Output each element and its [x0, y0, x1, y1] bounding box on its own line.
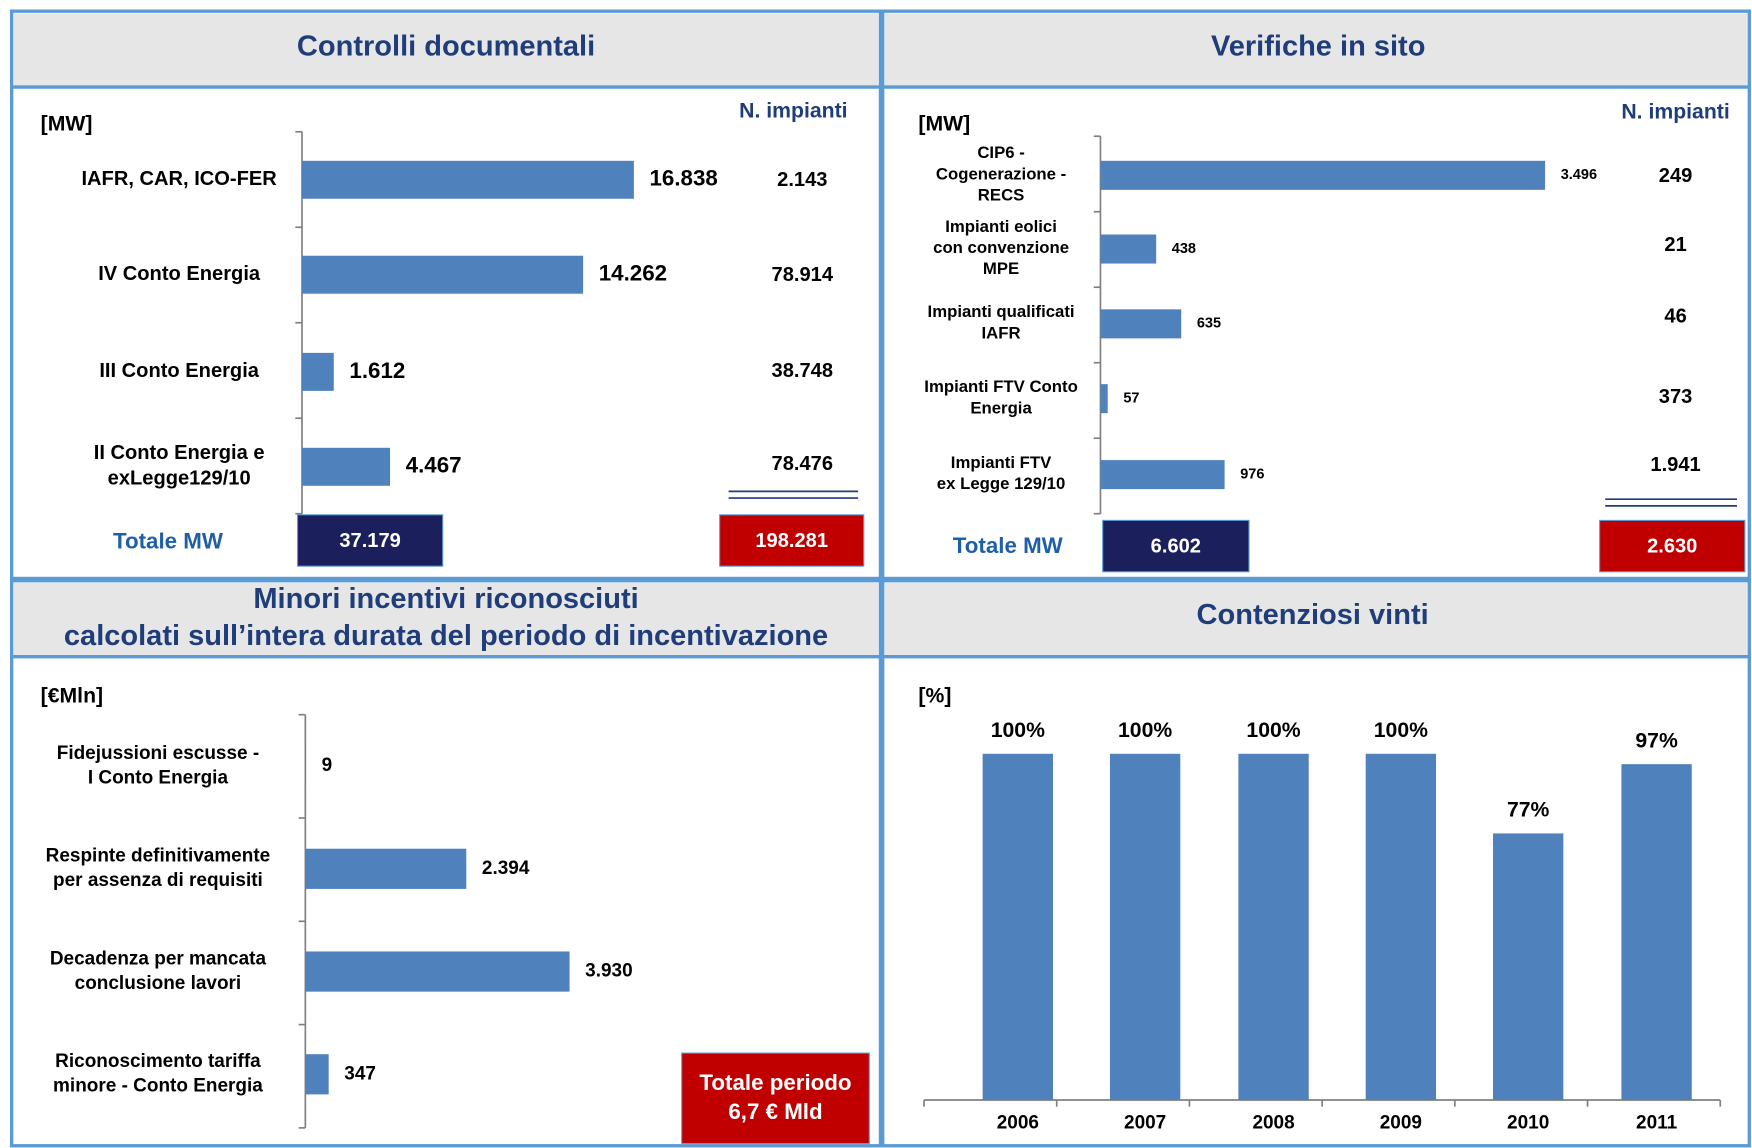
category-label: CIP6 -Cogenerazione -RECS [936, 144, 1066, 205]
value-label: 14.262 [599, 261, 667, 286]
panel-title: Minori incentivi riconosciuti calcolati s… [64, 583, 828, 652]
value-label: 57 [1123, 391, 1139, 407]
count-label: 21 [1664, 234, 1686, 256]
bar [1100, 309, 1182, 339]
category-label: Impianti FTV ex Legge 129/10 [937, 453, 1065, 493]
value-label: 100% [1118, 719, 1172, 742]
count-header: N. impianti [739, 99, 847, 122]
panel-header [884, 13, 1748, 88]
total-label: Totale MW [113, 529, 224, 554]
category-label: III Conto Energia [99, 360, 259, 382]
bar [305, 745, 306, 787]
category-label: Impianti qualificati IAFR [928, 303, 1075, 343]
annotation: Totale periodo 6,7 € Mld [699, 1070, 851, 1124]
value-label: 1.612 [349, 358, 405, 383]
bar [302, 447, 391, 486]
bar [1100, 234, 1157, 264]
category-label: Respinte definitivamente per assenza di r… [46, 846, 271, 892]
bar [1365, 753, 1437, 1100]
unit-label: [€Mln] [41, 684, 103, 707]
bar [1238, 753, 1309, 1100]
count-label: 78.476 [772, 453, 833, 475]
panel-title: Controlli documentali [297, 31, 595, 63]
value-label: 635 [1197, 316, 1221, 332]
unit-label: [%] [918, 684, 951, 707]
unit-label: [MW] [918, 113, 970, 136]
panel [9, 9, 883, 581]
value-label: 100% [1246, 719, 1300, 742]
count-label: 1.941 [1650, 454, 1700, 476]
bar [305, 848, 467, 889]
panel-header [884, 582, 1748, 657]
bar [1100, 384, 1108, 414]
count-label: 46 [1664, 305, 1686, 327]
bar [982, 753, 1054, 1100]
category-label: Fidejussioni escusse -I Conto Energia [57, 743, 259, 789]
value-label: 347 [344, 1063, 376, 1084]
value-label: 2.394 [482, 858, 530, 879]
panel-header [13, 13, 879, 88]
total-count-box [719, 514, 865, 567]
value-label: 9 [322, 755, 333, 776]
value-label: 3.496 [1561, 167, 1597, 183]
x-tick-label: 2008 [1252, 1112, 1294, 1133]
bar [302, 255, 584, 294]
total-count: 2.630 [1647, 536, 1697, 558]
count-label: 249 [1659, 165, 1693, 187]
count-label: 78.914 [772, 264, 834, 286]
header-borders [11, 85, 1750, 659]
category-label: Decadenza per mancata conclusione lavori [50, 948, 267, 994]
bar [1109, 753, 1181, 1100]
panel-title: Contenziosi vinti [1197, 599, 1429, 631]
value-label: 976 [1240, 466, 1264, 482]
panel-title: Verifiche in sito [1211, 31, 1425, 63]
category-label: Impianti FTV Conto Energia [924, 377, 1078, 417]
total-value: 6.602 [1151, 536, 1201, 558]
x-tick-label: 2010 [1507, 1112, 1549, 1133]
value-label: 100% [991, 719, 1045, 742]
total-count-box [1599, 519, 1746, 573]
bar [302, 160, 634, 199]
value-label: 4.467 [406, 453, 462, 478]
bar [1100, 160, 1546, 190]
bar [1492, 833, 1564, 1100]
x-tick-label: 2011 [1636, 1112, 1678, 1133]
bar [1100, 460, 1225, 490]
panel-header [13, 582, 879, 657]
x-tick-label: 2006 [997, 1112, 1039, 1133]
bar [1621, 764, 1692, 1100]
value-label: 16.838 [650, 166, 718, 191]
annotation-box [681, 1052, 870, 1145]
value-label: 438 [1172, 241, 1196, 257]
unit-label: [MW] [41, 113, 93, 136]
total-label: Totale MW [953, 533, 1064, 558]
panel [881, 9, 1751, 581]
x-tick-label: 2009 [1380, 1112, 1422, 1133]
x-tick-label: 2007 [1124, 1112, 1166, 1133]
value-label: 100% [1374, 719, 1428, 742]
count-header: N. impianti [1621, 100, 1729, 123]
category-label: IV Conto Energia [98, 263, 261, 285]
count-label: 38.748 [772, 360, 833, 382]
value-label: 77% [1507, 799, 1550, 822]
bar [305, 1054, 329, 1095]
category-label: II Conto Energia e exLegge129/10 [94, 442, 265, 490]
total-count: 198.281 [755, 530, 828, 552]
count-label: 373 [1659, 386, 1693, 408]
category-label: IAFR, CAR, ICO-FER [81, 168, 277, 190]
category-label: Riconoscimento tariffa minore - Conto Ene… [53, 1051, 263, 1097]
bar [302, 352, 334, 391]
category-label: Impianti eolici con convenzione MPE [933, 217, 1069, 278]
total-value: 37.179 [339, 530, 400, 552]
panel-headers [13, 13, 1748, 657]
bar [305, 951, 570, 992]
value-label: 3.930 [585, 961, 632, 982]
value-label: 97% [1635, 729, 1678, 752]
count-label: 2.143 [777, 169, 827, 191]
total-box [1102, 519, 1250, 573]
total-box [296, 514, 444, 567]
